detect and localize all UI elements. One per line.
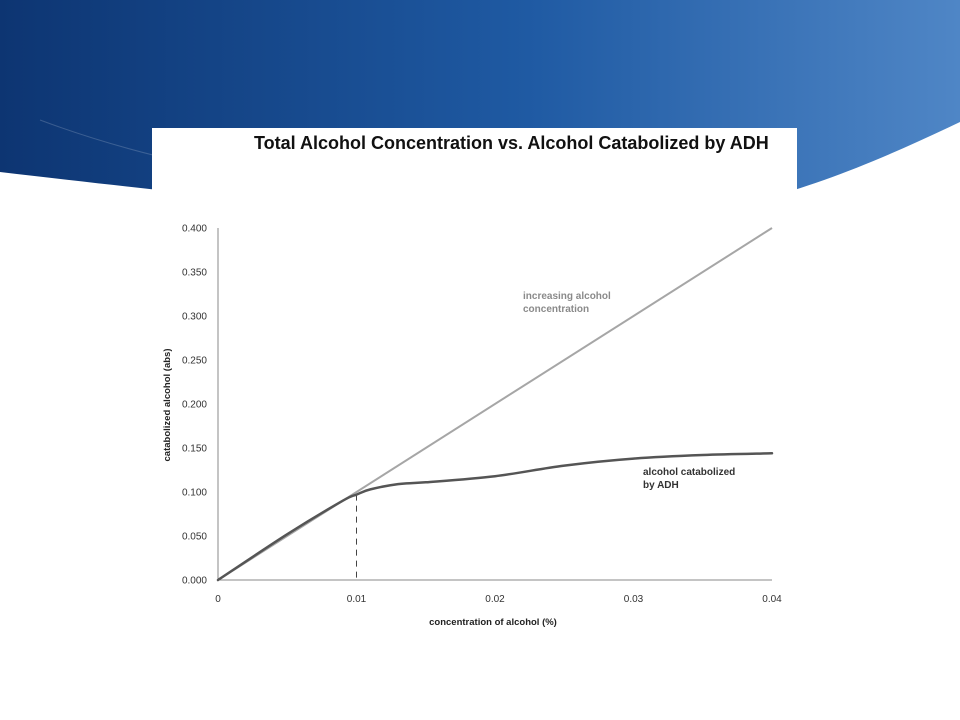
series-line-alcohol-catabolized-by-adh: [216, 452, 774, 582]
y-tick-label: 0.000: [182, 576, 207, 587]
chart-svg: Total Alcohol Concentration vs. Alcohol …: [162, 133, 782, 628]
annotation-line: concentration: [523, 304, 589, 315]
y-tick-label: 0.300: [182, 312, 207, 323]
x-tick-label: 0.01: [347, 594, 367, 605]
annotation-increasing-alcohol: increasing alcohol concentration: [523, 291, 614, 315]
x-tick-label: 0.04: [762, 594, 782, 605]
annotation-adh: alcohol catabolized by ADH: [643, 467, 738, 491]
y-tick-label: 0.150: [182, 444, 207, 455]
x-tick-label: 0.03: [624, 594, 644, 605]
annotation-line: by ADH: [643, 480, 679, 491]
x-axis-title: concentration of alcohol (%): [429, 617, 557, 628]
y-tick-label: 0.350: [182, 268, 207, 279]
chart-panel: Total Alcohol Concentration vs. Alcohol …: [152, 128, 797, 638]
x-tick-label: 0.02: [485, 594, 505, 605]
y-axis-title: catabolized alcohol (abs): [162, 349, 173, 462]
y-tick-label: 0.250: [182, 356, 207, 367]
series-line-increasing-alcohol-concentration: [217, 227, 773, 581]
y-tick-label: 0.050: [182, 532, 207, 543]
y-tick-label: 0.100: [182, 488, 207, 499]
y-tick-label: 0.200: [182, 400, 207, 411]
annotation-line: increasing alcohol: [523, 291, 611, 302]
x-tick-label: 0: [215, 594, 221, 605]
chart-title: Total Alcohol Concentration vs. Alcohol …: [254, 133, 769, 153]
x-tick-labels: 0 0.01 0.02 0.03 0.04: [215, 594, 782, 605]
y-tick-label: 0.400: [182, 224, 207, 235]
y-tick-labels: 0.000 0.050 0.100 0.150 0.200 0.250 0.30…: [182, 224, 207, 587]
annotation-line: alcohol catabolized: [643, 467, 735, 478]
